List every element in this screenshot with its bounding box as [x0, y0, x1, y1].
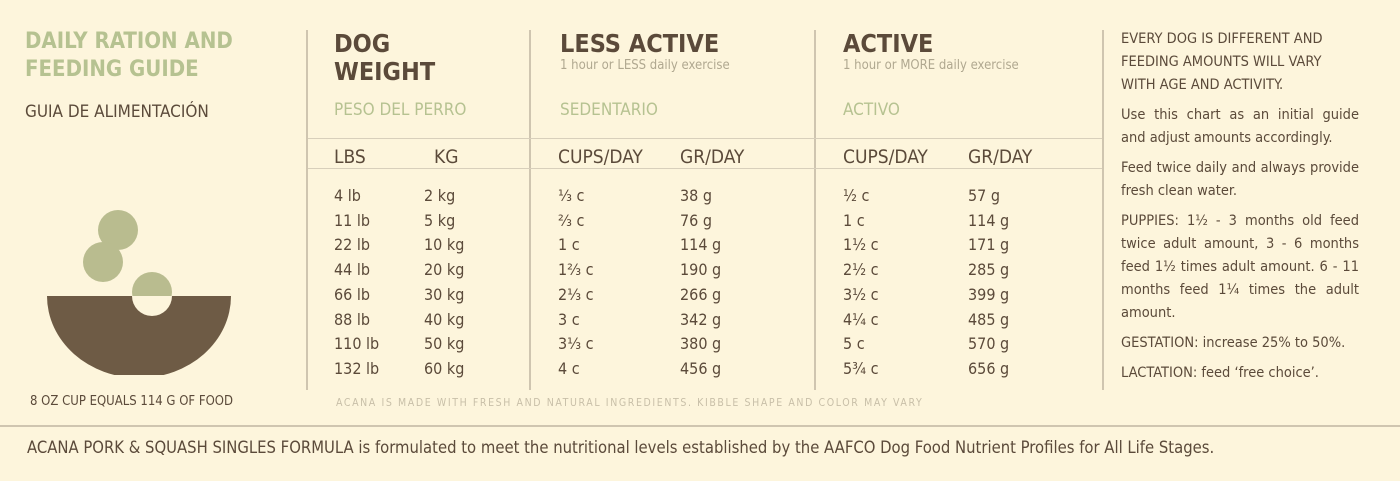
divider [1102, 30, 1104, 390]
cell-less-grams: 190 g [680, 260, 722, 280]
cell-active-grams: 171 g [968, 235, 1010, 255]
active-note: 1 hour or MORE daily exercise [843, 58, 1019, 73]
cell-lbs: 132 lb [334, 358, 380, 378]
cell-active-grams: 399 g [968, 284, 1010, 304]
note: GESTATION: increase 25% to 50%. [1121, 335, 1346, 351]
cell-active-cups: 1 c [843, 210, 865, 230]
cell-lbs: 4 lb [334, 186, 361, 205]
col-kg: KG [434, 146, 459, 168]
cell-active-cups: 1½ c [843, 235, 879, 255]
title-line: DAILY RATION AND [25, 29, 233, 54]
col-cups: CUPS/DAY [558, 146, 643, 168]
column-active-cups: ½ c 1 c 1½ c 2½ c 3½ c 4¼ c 5 c 5¾ c [843, 184, 879, 382]
active-spanish: ACTIVO [843, 100, 900, 120]
table-note: ACANA IS MADE WITH FRESH AND NATURAL ING… [336, 397, 924, 409]
cell-active-grams: 285 g [968, 260, 1010, 280]
cell-active-cups: 5¾ c [843, 358, 879, 378]
cell-less-cups: 3 c [558, 309, 580, 329]
column-less-cups: ⅓ c ⅔ c 1 c 1⅔ c 2⅓ c 3 c 3⅓ c 4 c [558, 184, 594, 382]
cell-lbs: 110 lb [334, 334, 380, 354]
column-kg: 2 kg 5 kg 10 kg 20 kg 30 kg 40 kg 50 kg 60 kg [424, 184, 464, 382]
cell-kg: 2 kg [424, 186, 456, 205]
cell-less-grams: 342 g [680, 309, 722, 329]
kibble-icon [83, 242, 123, 282]
guide-title: DAILY RATION AND FEEDING GUIDE [25, 28, 233, 84]
cell-kg: 40 kg [424, 309, 465, 329]
cell-less-cups: 2⅓ c [558, 284, 594, 304]
header-line: WEIGHT [334, 57, 436, 86]
cell-active-grams: 656 g [968, 358, 1010, 378]
divider [814, 30, 816, 390]
cell-lbs: 22 lb [334, 235, 371, 255]
cell-kg: 50 kg [424, 334, 465, 354]
active-header: ACTIVE [843, 29, 934, 58]
cell-less-grams: 114 g [680, 235, 722, 255]
weight-header: DOG WEIGHT [334, 30, 435, 86]
note: Feed twice daily and always provide fres… [1121, 160, 1359, 199]
cell-less-cups: 3⅓ c [558, 334, 594, 354]
cell-less-cups: ⅔ c [558, 210, 585, 230]
cell-active-cups: 3½ c [843, 284, 879, 304]
footer-statement: ACANA PORK & SQUASH SINGLES FORMULA is f… [27, 438, 1215, 457]
cell-kg: 5 kg [424, 210, 456, 230]
note: PUPPIES: 1½ - 3 months old feed twice ad… [1121, 213, 1359, 321]
column-active-grams: 57 g 114 g 171 g 285 g 399 g 485 g 570 g 656 g [968, 184, 1009, 382]
cell-less-grams: 266 g [680, 284, 722, 304]
less-active-note: 1 hour or LESS daily exercise [560, 58, 730, 73]
cell-active-grams: 114 g [968, 210, 1010, 230]
cell-kg: 20 kg [424, 260, 465, 280]
less-active-spanish: SEDENTARIO [560, 100, 658, 120]
divider [308, 138, 1102, 139]
cell-lbs: 11 lb [334, 210, 371, 230]
bowl-icon [47, 296, 231, 375]
cell-active-cups: 4¼ c [843, 309, 879, 329]
cell-lbs: 44 lb [334, 260, 371, 280]
note: LACTATION: feed ‘free choice’. [1121, 365, 1319, 381]
cell-less-grams: 38 g [680, 186, 713, 205]
cell-lbs: 88 lb [334, 309, 371, 329]
cell-active-grams: 570 g [968, 334, 1010, 354]
cell-active-grams: 485 g [968, 309, 1010, 329]
cell-less-grams: 456 g [680, 358, 722, 378]
cell-less-cups: ⅓ c [558, 186, 585, 205]
cell-less-cups: 1⅔ c [558, 260, 594, 280]
guide-subtitle: GUIA DE ALIMENTACIÓN [25, 102, 209, 122]
cell-active-cups: 2½ c [843, 260, 879, 280]
cell-kg: 30 kg [424, 284, 465, 304]
divider [529, 30, 531, 390]
bowl-illustration [47, 210, 231, 375]
cell-active-cups: ½ c [843, 186, 870, 205]
cell-kg: 10 kg [424, 235, 465, 255]
col-grams: GR/DAY [968, 146, 1033, 168]
cup-note: 8 OZ CUP EQUALS 114 G OF FOOD [30, 394, 233, 409]
note-heading: EVERY DOG IS DIFFERENT AND FEEDING AMOUN… [1121, 31, 1323, 93]
column-lbs: 4 lb 11 lb 22 lb 44 lb 66 lb 88 lb 110 lb 132 l… [334, 184, 379, 382]
divider [0, 425, 1400, 427]
cell-active-cups: 5 c [843, 334, 865, 354]
divider [308, 168, 1102, 169]
side-notes: EVERY DOG IS DIFFERENT AND FEEDING AMOUN… [1121, 28, 1359, 392]
header-line: DOG [334, 29, 391, 58]
kibble-icon [98, 210, 138, 250]
cell-less-cups: 4 c [558, 358, 580, 378]
cell-lbs: 66 lb [334, 284, 371, 304]
col-grams: GR/DAY [680, 146, 745, 168]
cell-less-grams: 380 g [680, 334, 722, 354]
column-less-grams: 38 g 76 g 114 g 190 g 266 g 342 g 380 g 456 g [680, 184, 721, 382]
divider [306, 30, 308, 390]
less-active-header: LESS ACTIVE [560, 29, 720, 58]
title-line: FEEDING GUIDE [25, 57, 199, 82]
note: Use this chart as an initial guide and a… [1121, 107, 1359, 146]
col-cups: CUPS/DAY [843, 146, 928, 168]
cell-less-grams: 76 g [680, 210, 713, 230]
cell-active-grams: 57 g [968, 186, 1001, 205]
cell-kg: 60 kg [424, 358, 465, 378]
col-lbs: LBS [334, 146, 366, 168]
weight-spanish: PESO DEL PERRO [334, 100, 467, 120]
cell-less-cups: 1 c [558, 235, 580, 255]
